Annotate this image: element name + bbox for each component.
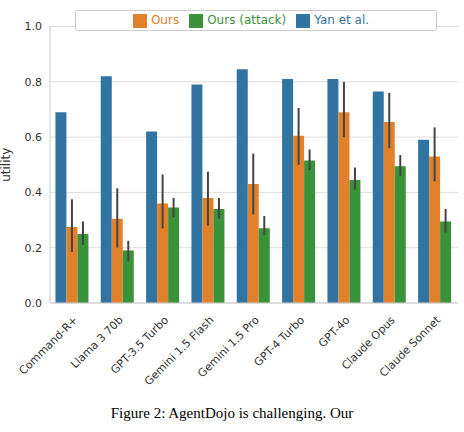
html-text:Ours: Ours [150, 13, 180, 27]
svg-text:Claude Opus: Claude Opus [339, 313, 398, 373]
svg-text:0.8: 0.8 [25, 76, 43, 89]
svg-text:GPT-3.5 Turbo: GPT-3.5 Turbo [108, 313, 172, 377]
svg-text:0.2: 0.2 [25, 242, 43, 255]
svg-text:0.6: 0.6 [25, 131, 43, 144]
svg-text:Llama 3 70b: Llama 3 70b [68, 313, 126, 372]
svg-text:Command-R+: Command-R+ [17, 314, 81, 378]
svg-text:0.4: 0.4 [25, 186, 43, 199]
html-text:Figure 2: AgentDojo is challen: Figure 2: AgentDojo is challenging. Our [110, 405, 354, 421]
svg-text:Gemini 1.5 Pro: Gemini 1.5 Pro [195, 313, 262, 380]
svg-text:GPT-4o: GPT-4o [316, 313, 353, 350]
html-text:Ours (attack): Ours (attack) [207, 13, 287, 27]
svg-text:Claude Sonnet: Claude Sonnet [377, 313, 444, 380]
svg-text:1.0: 1.0 [25, 20, 43, 33]
svg-text:0.0: 0.0 [25, 297, 43, 310]
svg-text:Gemini 1.5 Flash: Gemini 1.5 Flash [141, 313, 217, 389]
svg-text:utility: utility [8, 148, 13, 182]
html-text:Yan et al.: Yan et al. [314, 13, 370, 27]
svg-text:GPT-4 Turbo: GPT-4 Turbo [252, 313, 308, 369]
